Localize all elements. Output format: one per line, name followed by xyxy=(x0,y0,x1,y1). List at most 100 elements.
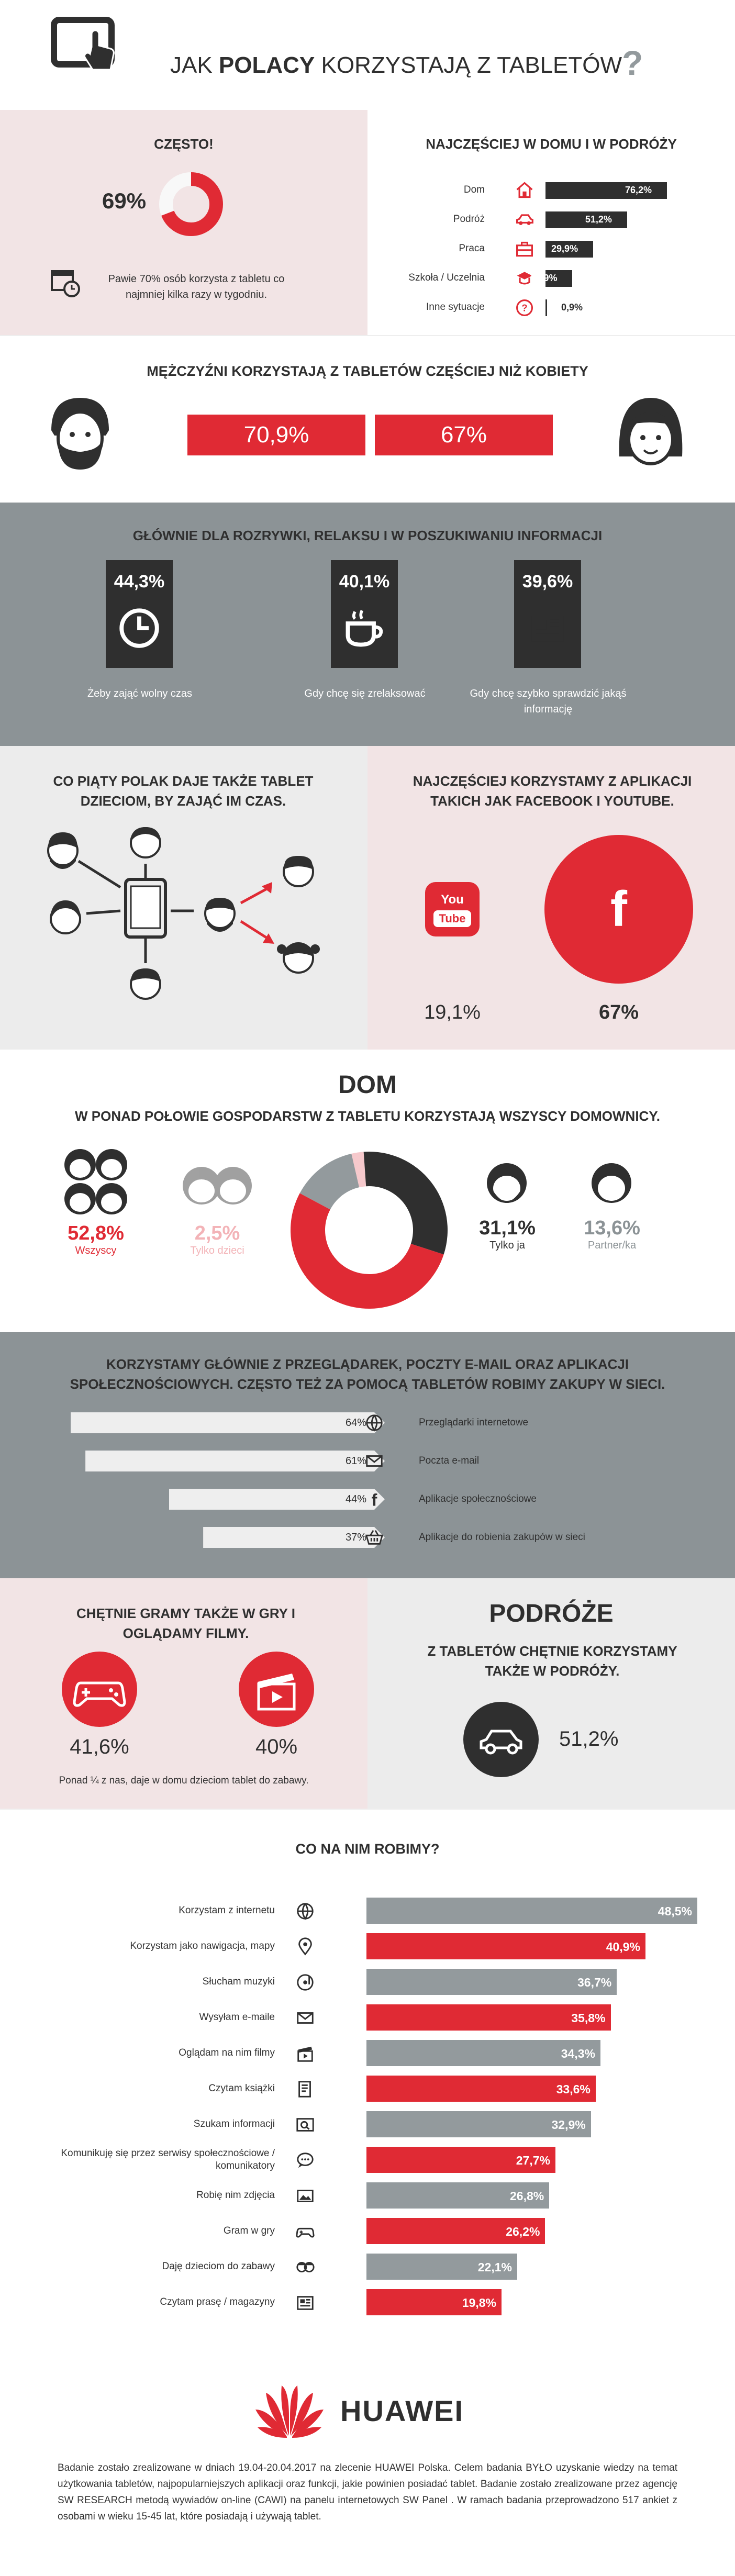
house-icon xyxy=(516,182,533,198)
briefcase-icon xyxy=(516,241,533,257)
family-network-diagram xyxy=(47,827,320,1000)
chart-value: 48,5% xyxy=(658,1904,692,1918)
huawei-wordmark: HUAWEI xyxy=(340,2394,464,2427)
chart-category: Korzystam z internetu xyxy=(179,1905,275,1916)
where-bar xyxy=(545,299,547,316)
chart-category: Czytam prasę / magazyny xyxy=(160,2296,275,2307)
usage-frequency-section: CZĘSTO! 69% Pawie 70% osób korzysta z ta… xyxy=(0,110,735,335)
chart-category: Robię nim zdjęcia xyxy=(196,2190,275,2201)
chart-category: Oglądam na nim filmy xyxy=(179,2047,275,2058)
newspaper-icon xyxy=(297,2296,314,2310)
svg-text:?: ? xyxy=(522,303,528,313)
purpose-percent: 40,1% xyxy=(339,572,390,592)
where-row: Dom 76,2% xyxy=(377,179,735,202)
app-percent: 44% xyxy=(345,1493,366,1505)
mail-icon xyxy=(297,2012,314,2024)
where-bar xyxy=(545,182,667,199)
chart-category: Szukam informacji xyxy=(193,2118,275,2129)
partner-icon xyxy=(592,1163,631,1203)
where-row: Inne sytuacje? 0,9% xyxy=(377,296,735,319)
where-value: 29,9% xyxy=(551,243,578,254)
calendar-clock-icon xyxy=(51,270,80,297)
often-donut xyxy=(159,172,223,236)
svg-text:f: f xyxy=(372,1490,377,1509)
chat-icon xyxy=(297,2153,314,2168)
activities-chart-section: CO NA NIM ROBIMY? Korzystam z internetu 4… xyxy=(0,1809,735,2363)
where-value: 76,2% xyxy=(625,185,652,195)
where-value: 0,9% xyxy=(561,302,583,313)
me-only-stat: 31,1% Tylko ja xyxy=(479,1217,536,1251)
chart-bar xyxy=(366,2040,600,2066)
purpose-percent: 39,6% xyxy=(522,572,573,592)
kids-only-icon xyxy=(183,1167,252,1205)
app-row: 37% Aplikacje do robienia zakupów w sieci xyxy=(0,1524,735,1551)
car-icon xyxy=(480,1730,522,1755)
app-label: Aplikacje do robienia zakupów w sieci xyxy=(419,1532,585,1543)
photo-icon xyxy=(297,2190,314,2202)
search-icon xyxy=(296,2118,314,2132)
app-label: Aplikacje społecznościowe xyxy=(419,1493,537,1504)
chart-row: Korzystam z internetu 48,5% xyxy=(0,1896,735,1925)
car-icon xyxy=(516,214,533,225)
apps-usage-title: KORZYSTAMY GŁÓWNIE Z PRZEGLĄDAREK, POCZT… xyxy=(70,1356,665,1392)
chart-row: Oglądam na nim filmy 34,3% xyxy=(0,2038,735,2068)
chart-value: 22,1% xyxy=(477,2260,512,2274)
where-row: Praca 29,9% xyxy=(377,238,735,261)
where-label: Inne sytuacje xyxy=(426,302,485,313)
apps-title: NAJCZĘŚCIEJ KORZYSTAMY Z APLIKACJI TAKIC… xyxy=(413,773,692,809)
chart-value: 27,7% xyxy=(516,2154,550,2167)
chart-category: Korzystam jako nawigacja, mapy xyxy=(130,1941,275,1951)
where-label: Szkoła / Uczelnia xyxy=(408,272,485,283)
chart-value: 40,9% xyxy=(606,1940,640,1954)
purpose-item: 39,6% Gdy chcę szybko sprawdzić jakąś inf… xyxy=(462,560,650,738)
facebook-percent: 67% xyxy=(598,1001,639,1023)
purpose-label: Gdy chcę szybko sprawdzić jakąś informac… xyxy=(470,688,627,715)
chart-bar xyxy=(366,2254,517,2280)
question-icon: ? xyxy=(516,299,533,316)
chart-category: Wysyłam e-maile xyxy=(199,2012,275,2023)
games-travel-section: CHĘTNIE GRAMY TAKŻE W GRY I OGLĄDAMY FIL… xyxy=(0,1578,735,1809)
chart-bar xyxy=(366,1969,617,1995)
chart-bar xyxy=(366,2147,555,2173)
travel-title: Z TABLETÓW CHĘTNIE KORZYSTAMY TAKŻE W PO… xyxy=(427,1643,677,1679)
coffee-cup-icon xyxy=(346,609,383,647)
women-percent-bar: 67% xyxy=(375,415,553,455)
youtube-percent: 19,1% xyxy=(424,1001,481,1023)
app-bar xyxy=(169,1489,385,1510)
apps-section: KORZYSTAMY GŁÓWNIE Z PRZEGLĄDAREK, POCZT… xyxy=(0,1332,735,1578)
footer: Badanie zostało zrealizowane w dniach 19… xyxy=(0,2458,735,2576)
map-pin-icon xyxy=(298,1937,312,1956)
often-description: Pawie 70% osób korzysta z tabletu co naj… xyxy=(108,273,285,300)
clapperboard-icon xyxy=(257,1674,296,1711)
music-icon xyxy=(297,1974,314,1991)
where-label: Podróż xyxy=(453,214,485,225)
app-label: Poczta e-mail xyxy=(419,1455,480,1466)
facebook-icon: f xyxy=(610,881,627,937)
chart-row: Korzystam jako nawigacja, mapy 40,9% xyxy=(0,1932,735,1961)
chart-bar xyxy=(366,2076,596,2102)
gamepad-icon xyxy=(296,2227,315,2238)
games-percent: 41,6% xyxy=(70,1735,129,1758)
often-title: CZĘSTO! xyxy=(154,136,214,152)
page-title: JAK POLACY KORZYSTAJĄ Z TABLETÓW? xyxy=(170,43,643,82)
household-title: W PONAD POŁOWIE GOSPODARSTW Z TABLETU KO… xyxy=(75,1108,660,1124)
donut-slice-3 xyxy=(299,1153,360,1210)
household-heading: DOM xyxy=(338,1071,397,1099)
chart-category: Komunikuję się przez serwisy społecznośc… xyxy=(61,2148,275,2171)
chart-value: 26,8% xyxy=(510,2189,544,2203)
chart-bar xyxy=(366,2111,591,2137)
chart-row: Szukam informacji 32,9% xyxy=(0,2110,735,2139)
household-section: DOM W PONAD POŁOWIE GOSPODARSTW Z TABLET… xyxy=(0,1050,735,1332)
app-percent: 64% xyxy=(345,1417,366,1429)
donut-slice-0 xyxy=(291,1193,444,1309)
chart-row: Komunikuję się przez serwisy społecznośc… xyxy=(0,2145,735,2174)
facebook-icon: f xyxy=(372,1490,377,1509)
where-title: NAJCZĘŚCIEJ W DOMU I W PODRÓŻY xyxy=(426,136,677,152)
where-bar xyxy=(545,270,573,287)
purpose-item: 44,3% Żeby zająć wolny czas xyxy=(53,560,242,738)
chart-row: Wysyłam e-maile 35,8% xyxy=(0,2003,735,2032)
book-icon xyxy=(298,2081,311,2098)
mail-icon xyxy=(366,1455,383,1467)
men-percent-bar: 70,9% xyxy=(187,415,365,455)
chart-value: 36,7% xyxy=(577,1976,612,1989)
